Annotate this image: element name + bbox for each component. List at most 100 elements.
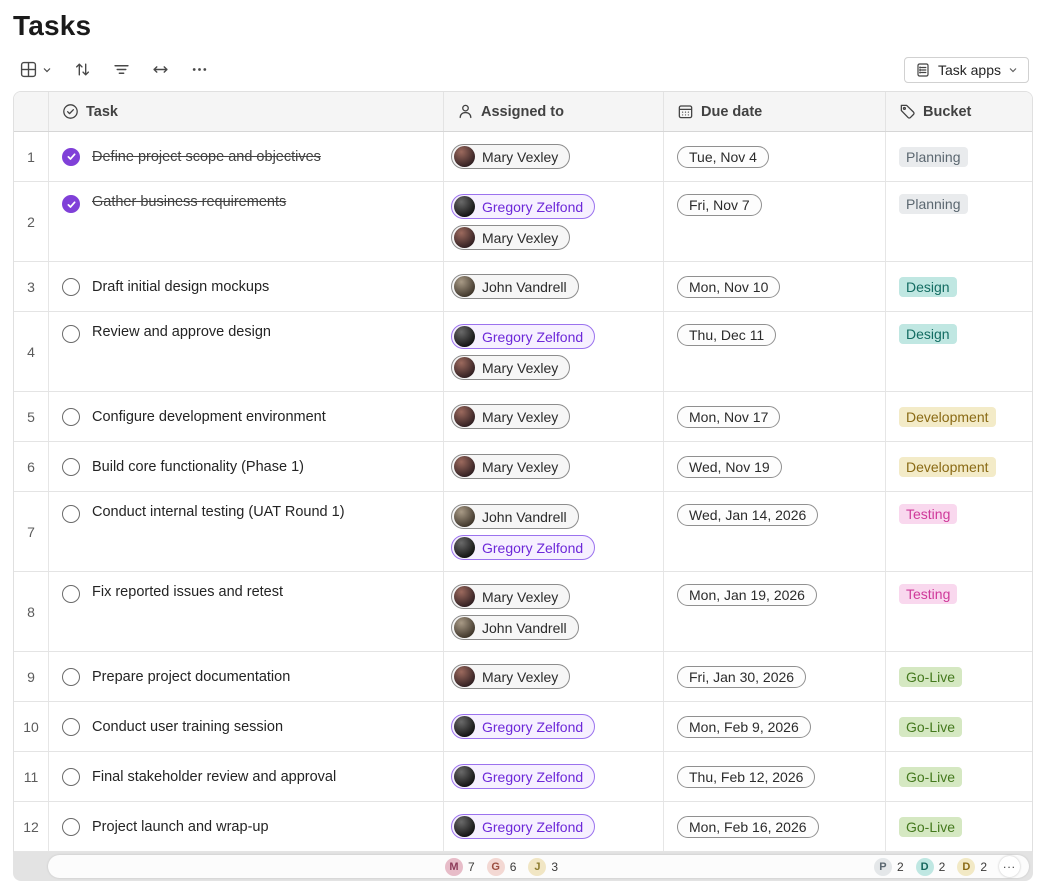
- assignee-pill[interactable]: Mary Vexley: [451, 454, 571, 479]
- bucket-chip[interactable]: Go-Live: [899, 666, 963, 687]
- task-cell[interactable]: Gather business requirements: [48, 182, 443, 261]
- due-date-pill[interactable]: Thu, Dec 11: [677, 324, 777, 346]
- assignee-pill[interactable]: Mary Vexley: [451, 664, 571, 689]
- assignee-pill[interactable]: Mary Vexley: [451, 144, 571, 169]
- task-title: Define project scope and objectives: [92, 148, 321, 165]
- table-row[interactable]: 8 Fix reported issues and retest Mary Ve…: [14, 572, 1032, 652]
- assignee-pill[interactable]: John Vandrell: [451, 615, 579, 640]
- due-date-pill[interactable]: Thu, Feb 12, 2026: [677, 765, 816, 788]
- sort-button[interactable]: [67, 56, 98, 83]
- task-checkbox[interactable]: [62, 817, 80, 836]
- due-date-pill[interactable]: Mon, Nov 10: [677, 275, 781, 298]
- bucket-chip[interactable]: Development: [899, 406, 996, 427]
- table-row[interactable]: 10 Conduct user training session Gregory…: [14, 702, 1032, 752]
- assignee-pill[interactable]: Gregory Zelfond: [451, 814, 596, 839]
- task-checkbox[interactable]: [62, 407, 80, 426]
- column-header-task[interactable]: Task: [48, 92, 443, 131]
- table-row[interactable]: 2 Gather business requirements Gregory Z…: [14, 182, 1032, 262]
- task-checkbox[interactable]: [62, 457, 80, 476]
- column-header-due[interactable]: Due date: [663, 92, 885, 131]
- due-date-pill[interactable]: Tue, Nov 4: [677, 145, 769, 168]
- task-cell[interactable]: Final stakeholder review and approval: [48, 752, 443, 801]
- view-grid-button[interactable]: [13, 56, 59, 83]
- bucket-chip[interactable]: Development: [899, 456, 996, 477]
- task-cell[interactable]: Review and approve design: [48, 312, 443, 391]
- task-checkbox[interactable]: [62, 277, 80, 296]
- more-options-button[interactable]: [184, 56, 215, 83]
- assignee-name: John Vandrell: [482, 278, 567, 295]
- table-row[interactable]: 5 Configure development environment Mary…: [14, 392, 1032, 442]
- task-cell[interactable]: Conduct internal testing (UAT Round 1): [48, 492, 443, 571]
- bucket-chip[interactable]: Go-Live: [899, 716, 963, 737]
- task-checkbox[interactable]: [62, 585, 80, 603]
- task-checkbox[interactable]: [62, 667, 80, 686]
- bucket-chip[interactable]: Testing: [899, 584, 958, 604]
- bucket-chip[interactable]: Design: [899, 324, 957, 344]
- due-date-pill[interactable]: Fri, Nov 7: [677, 194, 762, 216]
- row-number: 7: [27, 523, 35, 540]
- assignee-pill[interactable]: Gregory Zelfond: [451, 714, 596, 739]
- assignee-pill[interactable]: Mary Vexley: [451, 225, 571, 250]
- assignee-pill[interactable]: Mary Vexley: [451, 404, 571, 429]
- table-row[interactable]: 1 Define project scope and objectives Ma…: [14, 132, 1032, 182]
- task-checkbox[interactable]: [62, 505, 80, 523]
- table-row[interactable]: 6 Build core functionality (Phase 1) Mar…: [14, 442, 1032, 492]
- bucket-cell: Development: [885, 442, 1032, 491]
- due-date-pill[interactable]: Mon, Jan 19, 2026: [677, 584, 817, 606]
- task-title: Review and approve design: [92, 324, 271, 340]
- task-cell[interactable]: Conduct user training session: [48, 702, 443, 751]
- assignee-pill[interactable]: Mary Vexley: [451, 584, 571, 609]
- task-checkbox[interactable]: [62, 767, 80, 786]
- task-cell[interactable]: Prepare project documentation: [48, 652, 443, 701]
- due-date-pill[interactable]: Fri, Jan 30, 2026: [677, 665, 807, 688]
- task-checkbox[interactable]: [62, 195, 80, 213]
- task-checkbox[interactable]: [62, 325, 80, 343]
- task-cell[interactable]: Build core functionality (Phase 1): [48, 442, 443, 491]
- assignee-pill[interactable]: Gregory Zelfond: [451, 194, 596, 219]
- table-row[interactable]: 4 Review and approve design Gregory Zelf…: [14, 312, 1032, 392]
- assignee-pill[interactable]: Mary Vexley: [451, 355, 571, 380]
- due-date-pill[interactable]: Wed, Jan 14, 2026: [677, 504, 819, 526]
- column-header-assigned[interactable]: Assigned to: [443, 92, 663, 131]
- assignees-cell: Mary Vexley: [443, 132, 663, 181]
- bucket-summary-badge-initial: D: [957, 857, 976, 876]
- task-cell[interactable]: Define project scope and objectives: [48, 132, 443, 181]
- due-date-pill[interactable]: Mon, Feb 9, 2026: [677, 715, 811, 738]
- task-apps-button[interactable]: Task apps: [903, 56, 1029, 83]
- assignee-pill[interactable]: Gregory Zelfond: [451, 764, 596, 789]
- table-row[interactable]: 9 Prepare project documentation Mary Vex…: [14, 652, 1032, 702]
- bucket-chip[interactable]: Planning: [899, 146, 968, 167]
- task-checkbox[interactable]: [62, 717, 80, 736]
- column-header-bucket[interactable]: Bucket: [885, 92, 1032, 131]
- due-date-pill[interactable]: Wed, Nov 19: [677, 455, 782, 478]
- column-width-button[interactable]: [145, 56, 176, 83]
- table-row[interactable]: 3 Draft initial design mockups John Vand…: [14, 262, 1032, 312]
- assignee-pill[interactable]: John Vandrell: [451, 274, 579, 299]
- bucket-chip[interactable]: Testing: [899, 504, 958, 524]
- task-cell[interactable]: Draft initial design mockups: [48, 262, 443, 311]
- task-checkbox[interactable]: [62, 147, 80, 166]
- summary-more-button[interactable]: ...: [999, 856, 1020, 877]
- task-cell[interactable]: Fix reported issues and retest: [48, 572, 443, 651]
- bucket-chip[interactable]: Planning: [899, 194, 968, 214]
- due-date-pill[interactable]: Mon, Nov 17: [677, 405, 781, 428]
- assignee-pill[interactable]: Gregory Zelfond: [451, 535, 596, 560]
- filter-button[interactable]: [106, 56, 137, 83]
- task-cell[interactable]: Project launch and wrap-up: [48, 802, 443, 851]
- assignee-pill[interactable]: Gregory Zelfond: [451, 324, 596, 349]
- assignee-pill[interactable]: John Vandrell: [451, 504, 579, 529]
- due-date-pill[interactable]: Mon, Feb 16, 2026: [677, 815, 819, 838]
- table-row[interactable]: 11 Final stakeholder review and approval…: [14, 752, 1032, 802]
- bucket-chip[interactable]: Go-Live: [899, 766, 963, 787]
- table-row[interactable]: 12 Project launch and wrap-up Gregory Ze…: [14, 802, 1032, 852]
- bucket-chip[interactable]: Go-Live: [899, 816, 963, 837]
- bucket-chip[interactable]: Design: [899, 276, 957, 297]
- task-cell[interactable]: Configure development environment: [48, 392, 443, 441]
- table-row[interactable]: 7 Conduct internal testing (UAT Round 1)…: [14, 492, 1032, 572]
